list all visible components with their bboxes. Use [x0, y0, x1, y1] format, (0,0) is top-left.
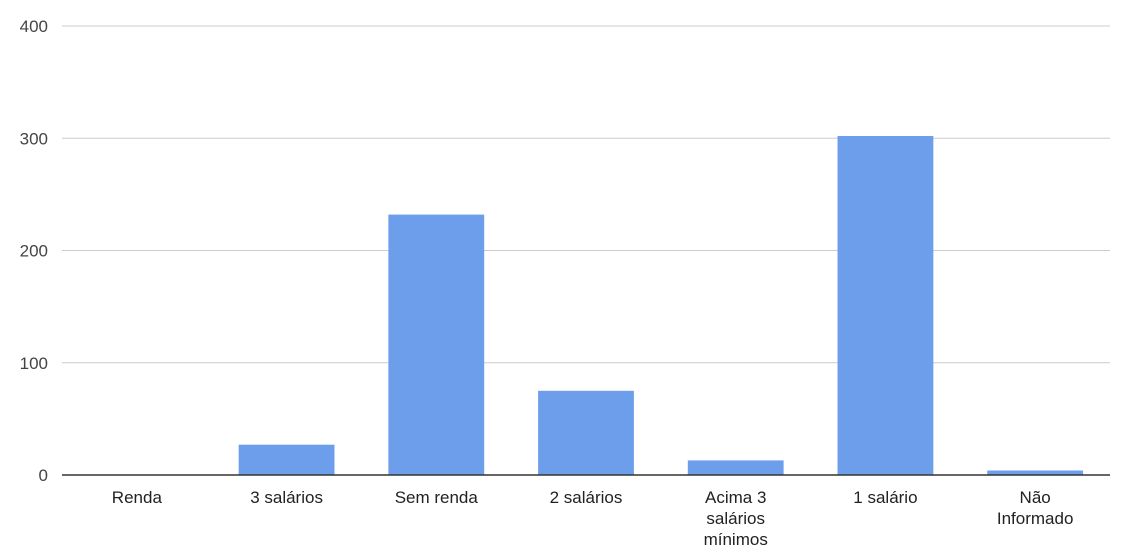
y-tick-label: 0	[39, 466, 48, 485]
y-axis-tick-labels: 0 100 200 300 400	[20, 17, 48, 485]
x-axis-tick-labels: Renda 3 salários Sem renda 2 salários Acima …	[112, 488, 1074, 549]
x-tick-label: 1 salário	[853, 488, 917, 507]
bar	[238, 444, 335, 475]
x-tick-label: Não Informado	[997, 488, 1074, 528]
bars	[238, 136, 1084, 475]
gridlines	[62, 25, 1110, 364]
y-tick-label: 300	[20, 129, 48, 148]
y-tick-label: 200	[20, 242, 48, 261]
y-tick-label: 100	[20, 354, 48, 373]
x-tick-label: 3 salários	[250, 488, 323, 507]
bar	[987, 470, 1084, 475]
x-tick-label: Renda	[112, 488, 163, 507]
bar	[687, 460, 784, 475]
bar	[837, 136, 934, 475]
x-tick-label: Acima 3 salários mínimos	[704, 488, 768, 549]
y-tick-label: 400	[20, 17, 48, 36]
bar	[538, 390, 634, 475]
x-tick-label: Sem renda	[395, 488, 479, 507]
x-tick-label: 2 salários	[550, 488, 623, 507]
bar	[388, 214, 485, 475]
